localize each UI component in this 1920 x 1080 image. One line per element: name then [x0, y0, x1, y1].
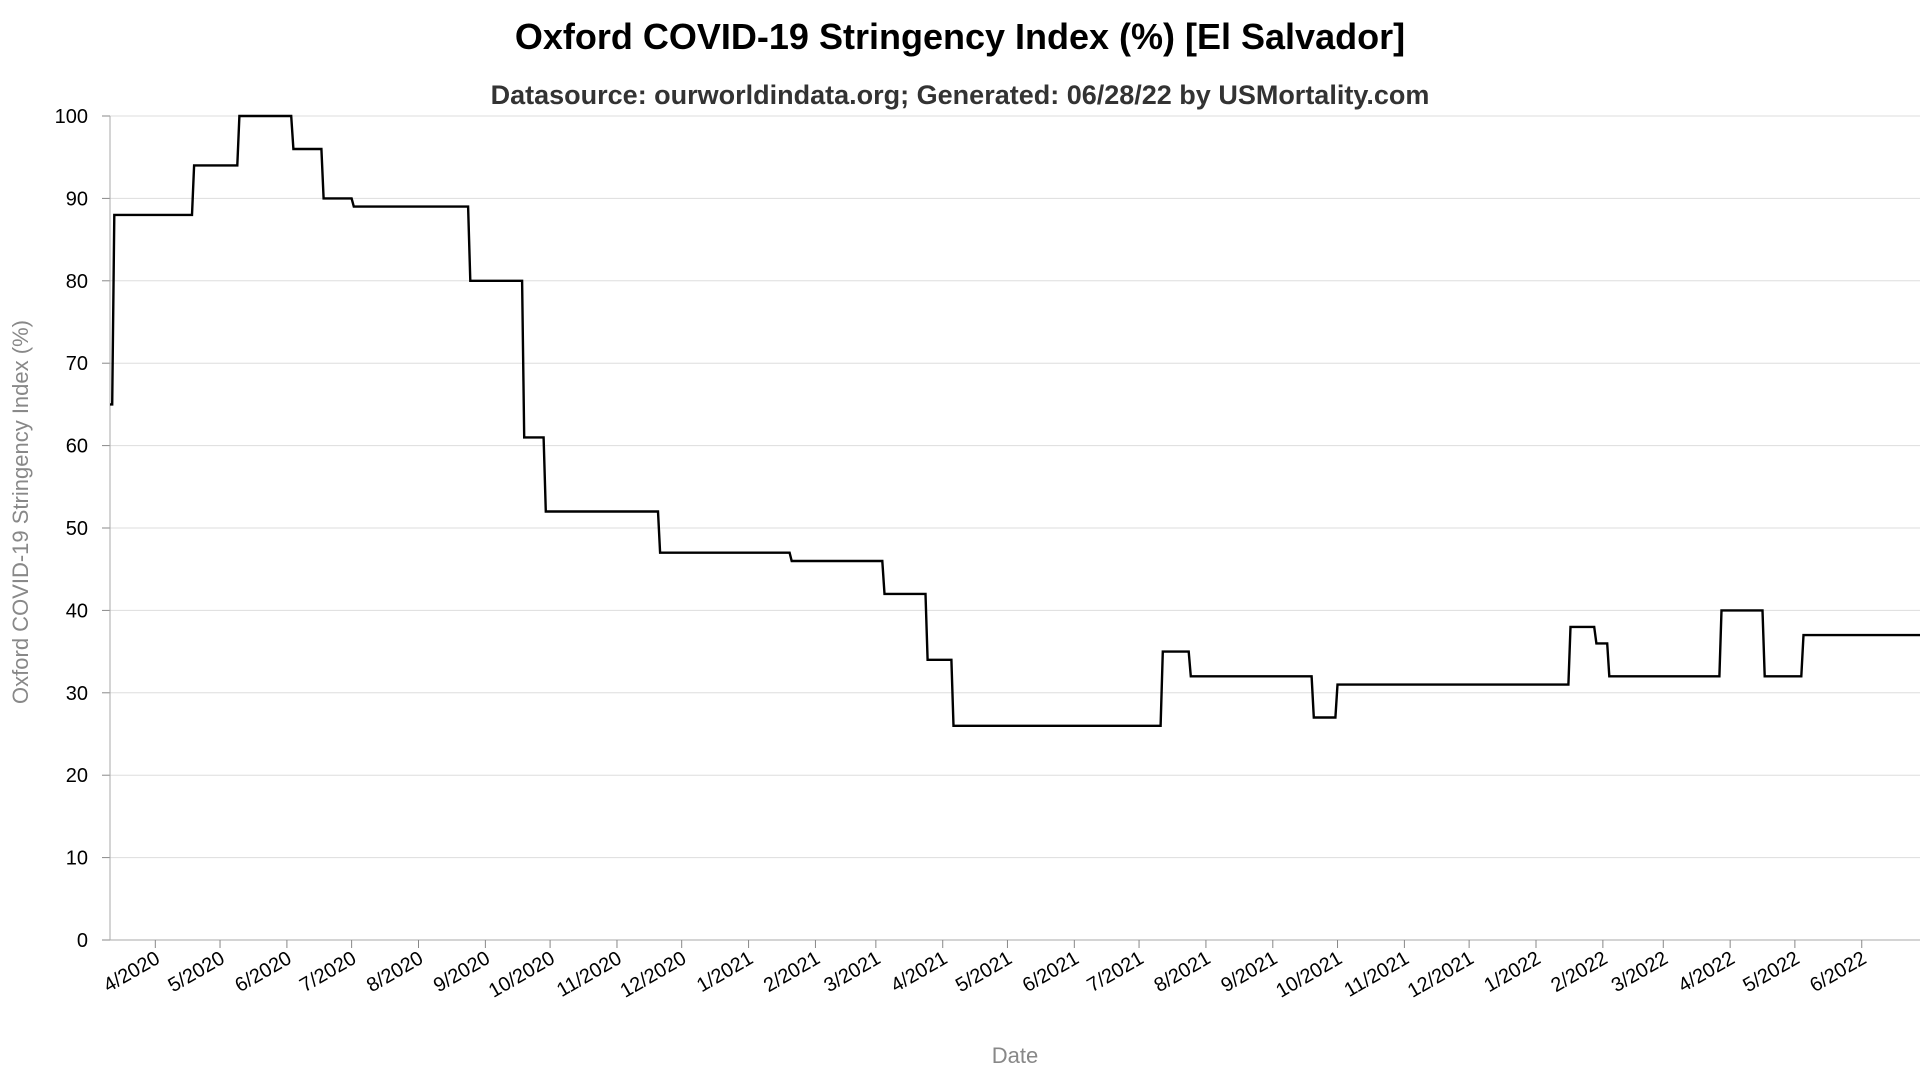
series-layer	[110, 114, 1920, 727]
x-tick-label: 5/2022	[1739, 947, 1803, 997]
y-axis-title: Oxford COVID-19 Stringency Index (%)	[8, 320, 33, 704]
x-tick-label: 10/2020	[485, 947, 559, 1002]
x-tick-label: 8/2021	[1150, 947, 1214, 997]
x-tick-label: 1/2022	[1481, 947, 1545, 997]
x-tick-label: 4/2021	[887, 947, 951, 997]
y-tick-label: 100	[55, 106, 88, 128]
y-tick-label: 40	[66, 600, 88, 622]
x-tick-label: 6/2020	[231, 947, 295, 997]
x-tick-label: 2/2022	[1547, 947, 1611, 997]
y-tick-label: 0	[77, 930, 88, 952]
x-tick-label: 7/2020	[296, 947, 360, 997]
x-tick-label: 6/2021	[1019, 947, 1083, 997]
x-axis-title: Date	[992, 1043, 1038, 1068]
x-tick-label: 9/2021	[1217, 947, 1281, 997]
y-tick-label: 10	[66, 848, 88, 870]
x-tick-labels: 4/2020 5/2020 6/2020 7/2020 8/2020 9/202010/2…	[100, 947, 1870, 1002]
x-tick-label: 12/2021	[1404, 947, 1478, 1002]
chart-subtitle: Datasource: ourworldindata.org; Generate…	[490, 80, 1430, 110]
y-tick-labels: 0 10 20 30 40 50 60 70 80 90 100	[55, 106, 88, 952]
x-tick-label: 4/2022	[1675, 947, 1739, 997]
y-tick-label: 60	[66, 436, 88, 458]
x-tick-label: 1/2021	[693, 947, 757, 997]
x-tick-label: 12/2020	[617, 947, 691, 1002]
x-tick-label: 9/2020	[430, 947, 494, 997]
x-tick-label: 11/2020	[553, 947, 625, 1001]
grid-lines	[110, 115, 1920, 941]
y-tick-label: 20	[66, 765, 88, 787]
y-tick-label: 90	[66, 188, 88, 210]
y-tick-label: 80	[66, 271, 88, 293]
x-tick-label: 5/2020	[165, 947, 229, 997]
x-tick-label: 7/2021	[1084, 947, 1148, 997]
x-tick-label: 3/2021	[820, 947, 884, 997]
series-line-0	[110, 114, 1920, 727]
y-tick-label: 30	[66, 683, 88, 705]
x-tick-label: 5/2021	[952, 947, 1016, 997]
y-tick-label: 50	[66, 518, 88, 540]
x-tick-label: 11/2021	[1341, 947, 1413, 1001]
x-tick-label: 2/2021	[760, 947, 824, 997]
x-tick-label: 4/2020	[100, 947, 164, 997]
x-tick-label: 8/2020	[363, 947, 427, 997]
y-tick-label: 70	[66, 353, 88, 375]
x-tick-label: 3/2022	[1608, 947, 1672, 997]
axes	[102, 115, 1920, 948]
chart-title: Oxford COVID-19 Stringency Index (%) [El…	[514, 16, 1406, 57]
x-tick-label: 6/2022	[1806, 947, 1870, 997]
x-tick-label: 10/2021	[1272, 947, 1346, 1002]
